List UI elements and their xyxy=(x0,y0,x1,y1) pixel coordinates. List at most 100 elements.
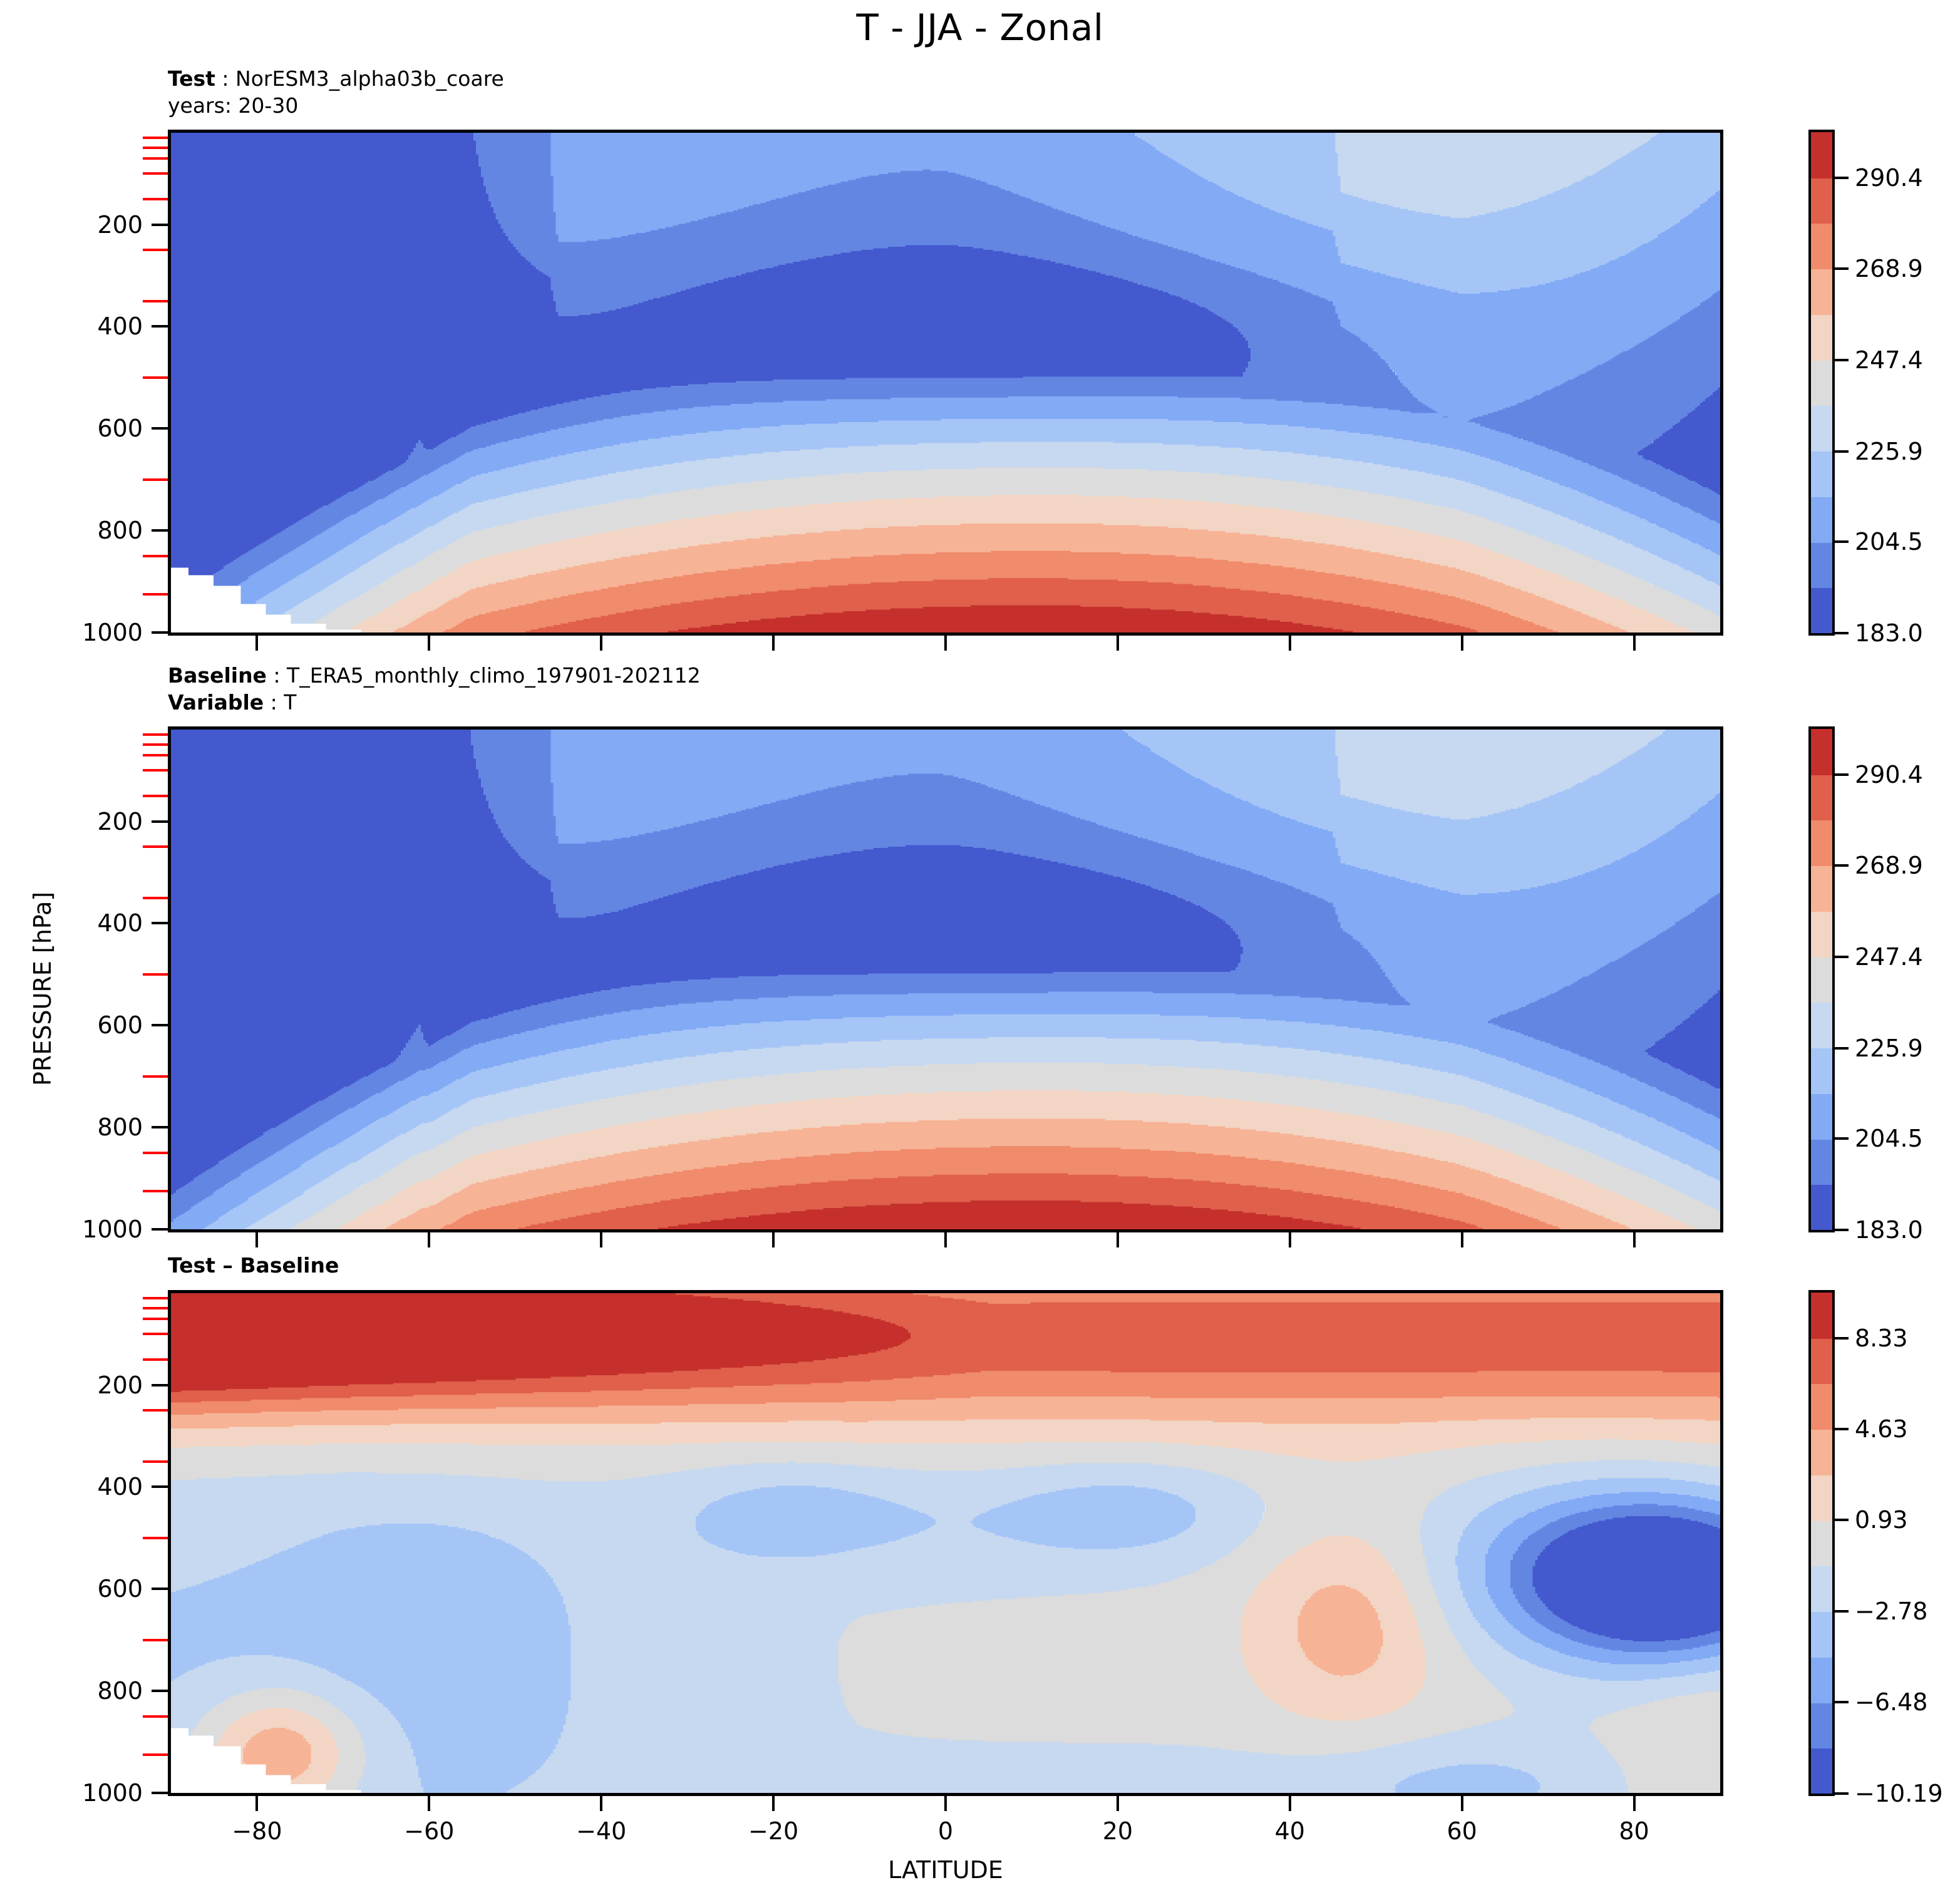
colorbar-gradient xyxy=(1808,726,1835,1232)
y-tick-minor xyxy=(143,1753,168,1756)
colorbar-segment xyxy=(1811,1656,1832,1703)
y-tick-label: 1000 xyxy=(82,1216,143,1243)
panel-test xyxy=(168,130,1723,636)
colorbar-segment xyxy=(1811,956,1832,1003)
y-tick-minor xyxy=(143,1715,168,1718)
plot-area-baseline[interactable] xyxy=(168,726,1723,1232)
x-tick-label: −80 xyxy=(232,1817,282,1845)
y-tick-major xyxy=(152,529,168,532)
x-tick-major xyxy=(1632,1232,1636,1247)
plot-area-test[interactable] xyxy=(168,130,1723,636)
y-tick-minor xyxy=(143,478,168,481)
x-tick-major xyxy=(600,1232,603,1247)
contour-band xyxy=(393,523,1628,632)
colorbar-segment xyxy=(1811,1093,1832,1140)
colorbar-difference xyxy=(1808,1290,1835,1796)
x-tick-major xyxy=(428,1796,431,1811)
y-tick-minor xyxy=(143,137,168,140)
y-tick-label: 200 xyxy=(97,210,143,239)
y-tick-minor xyxy=(143,147,168,150)
colorbar-tick xyxy=(1835,1229,1849,1231)
y-tick-major xyxy=(152,820,168,823)
panel-header-line2: Variable : T xyxy=(168,689,297,715)
colorbar-segment xyxy=(1811,820,1832,867)
colorbar-tick xyxy=(1835,1046,1849,1050)
contour-band xyxy=(441,1146,1560,1229)
contour-band xyxy=(171,730,1720,1229)
colorbar-tick xyxy=(1835,773,1849,776)
colorbar-tick-label: 268.9 xyxy=(1855,852,1923,880)
colorbar-gradient xyxy=(1808,1290,1835,1796)
x-tick-label: 80 xyxy=(1619,1817,1649,1845)
y-tick-major xyxy=(152,1126,168,1129)
x-tick-major xyxy=(600,1796,603,1811)
colorbar-segment xyxy=(1811,1474,1832,1521)
y-tick-label: 200 xyxy=(97,1371,143,1399)
colorbar-tick-label: 8.33 xyxy=(1855,1324,1908,1352)
colorbar-segment xyxy=(1811,451,1832,497)
colorbar-segment xyxy=(1811,729,1832,775)
contour-band xyxy=(255,133,1720,615)
colorbar-tick-label: 247.4 xyxy=(1855,346,1923,374)
y-tick-minor xyxy=(143,1151,168,1154)
colorbar-segment xyxy=(1811,1293,1832,1339)
y-tick-minor xyxy=(143,376,168,379)
contour-band xyxy=(1485,1491,1720,1665)
contour-band xyxy=(1510,1504,1720,1653)
colorbar-segment xyxy=(1811,269,1832,315)
contour-band xyxy=(1532,1515,1720,1642)
colorbar-segment xyxy=(1811,405,1832,452)
contour-band xyxy=(171,1293,1720,1415)
colorbar-tick xyxy=(1835,1519,1849,1522)
y-tick-label: 600 xyxy=(97,1575,143,1603)
panel-header-test: Test : NorESM3_alpha03b_coare years: 20-3… xyxy=(168,66,504,120)
colorbar-segment xyxy=(1811,1138,1832,1185)
y-tick-minor xyxy=(143,896,168,899)
contour-band xyxy=(443,550,1558,632)
y-tick-minor xyxy=(143,1536,168,1539)
y-tick-minor xyxy=(143,299,168,302)
colorbar-tick xyxy=(1835,450,1849,453)
x-tick-major xyxy=(255,1232,259,1247)
y-tick-label: 800 xyxy=(97,1113,143,1142)
colorbar-tick xyxy=(1835,267,1849,271)
axis-x-label: LATITUDE xyxy=(888,1856,1003,1884)
y-tick-major xyxy=(152,1228,168,1231)
y-tick-major xyxy=(152,1792,168,1794)
contour-band xyxy=(313,467,1720,632)
contour-band xyxy=(386,1118,1631,1229)
colorbar-tick-label: 4.63 xyxy=(1855,1415,1908,1443)
colorbar-segment xyxy=(1811,359,1832,406)
x-tick-major xyxy=(1288,636,1291,651)
contour-band xyxy=(171,1417,1720,1785)
x-tick-major xyxy=(944,1232,947,1247)
y-tick-label: 1000 xyxy=(82,1779,143,1807)
y-tick-label: 800 xyxy=(97,517,143,545)
x-tick-label: 20 xyxy=(1102,1817,1133,1845)
x-tick-major xyxy=(1116,636,1119,651)
panel-header-line1: Test : NorESM3_alpha03b_coare xyxy=(168,66,504,91)
x-tick-label: −20 xyxy=(748,1817,799,1845)
y-tick-minor xyxy=(143,1317,168,1320)
contour-band xyxy=(203,730,1720,1229)
colorbar-segment xyxy=(1811,1520,1832,1567)
x-tick-major xyxy=(428,1232,431,1247)
x-tick-major xyxy=(772,636,775,651)
contour-band xyxy=(351,494,1693,632)
y-tick-minor xyxy=(143,973,168,976)
plot-area-difference[interactable] xyxy=(168,1290,1723,1796)
y-tick-minor xyxy=(143,197,168,200)
y-tick-minor xyxy=(143,769,168,772)
x-tick-label: 60 xyxy=(1447,1817,1477,1845)
y-tick-major xyxy=(152,223,168,226)
contour-band xyxy=(171,1293,911,1392)
colorbar-segment xyxy=(1811,314,1832,361)
colorbar-segment xyxy=(1811,1429,1832,1475)
contour-band xyxy=(171,1293,1720,1403)
colorbar-tick xyxy=(1835,1701,1849,1704)
x-tick-major xyxy=(428,636,431,651)
colorbar-segment xyxy=(1811,1566,1832,1613)
y-tick-label: 1000 xyxy=(82,619,143,646)
y-tick-label: 800 xyxy=(97,1677,143,1705)
colorbar-tick xyxy=(1835,864,1849,867)
